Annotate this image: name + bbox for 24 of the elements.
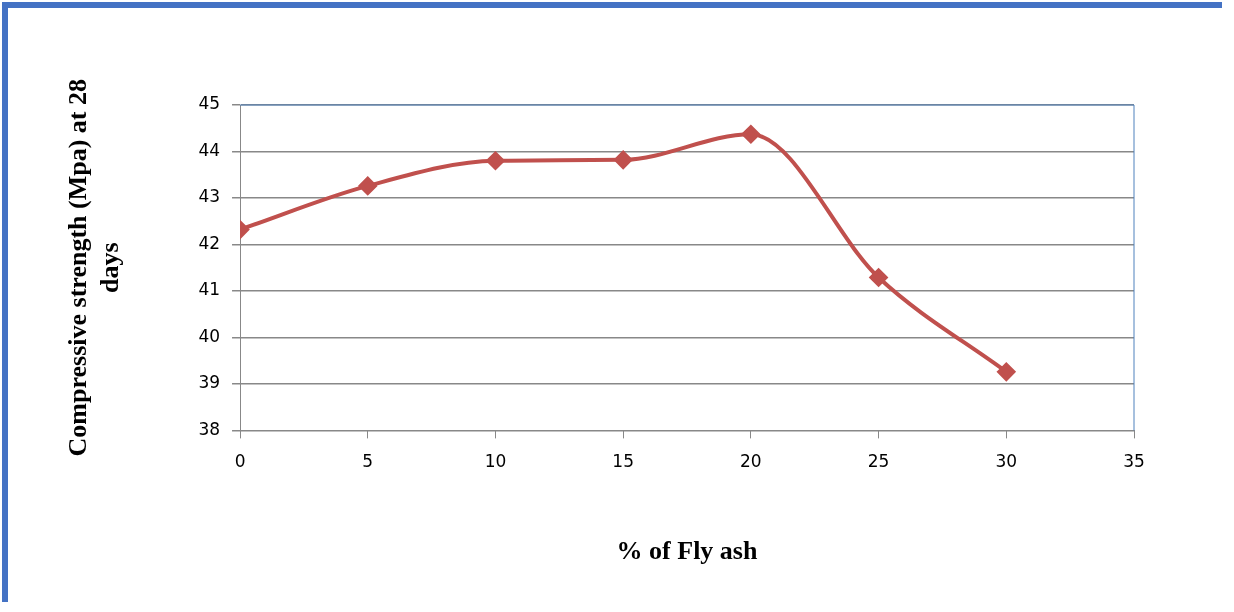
- x-tick-label: 5: [362, 451, 374, 472]
- point: [486, 151, 505, 170]
- x-tick-label: 20: [740, 451, 762, 472]
- point: [869, 268, 888, 287]
- y-tick-label: 42: [198, 232, 221, 253]
- x-tick-label: 15: [612, 451, 634, 472]
- y-tick-label: 45: [198, 93, 221, 114]
- x-tick-label: 25: [867, 451, 890, 472]
- point: [614, 150, 633, 169]
- point: [997, 362, 1016, 381]
- y-axis-title: Compressive strength (Mpa) at 28 days: [63, 78, 124, 457]
- y-tick-label: 40: [198, 325, 221, 346]
- x-tick-label: 0: [234, 451, 246, 472]
- y-tick-label: 38: [198, 418, 221, 439]
- x-axis-title: % of Fly ash: [616, 536, 758, 566]
- y-tick-label: 39: [198, 372, 221, 393]
- x-tick-label: 10: [484, 451, 507, 472]
- point: [741, 125, 760, 144]
- x-tick-label: 30: [995, 451, 1018, 472]
- x-tick-label: 35: [1123, 451, 1145, 472]
- y-tick-label: 41: [198, 279, 221, 300]
- y-tick-label: 43: [198, 186, 221, 207]
- y-tick-label: 44: [198, 139, 221, 160]
- point: [358, 176, 377, 195]
